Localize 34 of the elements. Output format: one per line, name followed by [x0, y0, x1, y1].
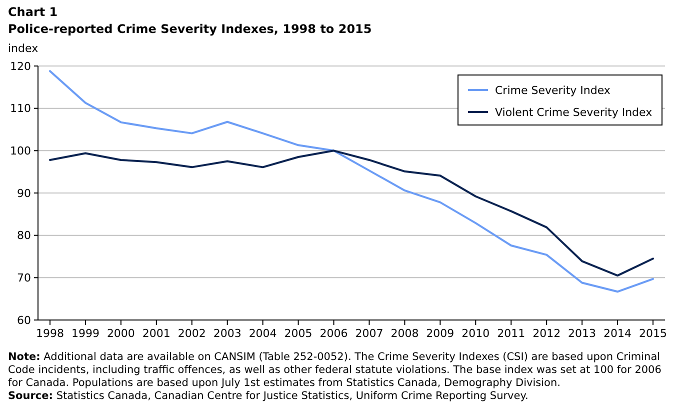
x-tick-label: 2013	[568, 327, 596, 340]
x-tick-label: 2001	[142, 327, 170, 340]
line-series	[49, 150, 654, 277]
y-tick-label: 100	[10, 144, 31, 158]
x-tick-label: 2007	[355, 327, 384, 340]
chart-title: Chart 1	[8, 5, 58, 19]
x-tick-label: 2014	[604, 327, 632, 340]
x-tick-label: 2003	[213, 327, 242, 340]
x-tick-label: 2002	[178, 327, 206, 340]
x-tick-label: 1998	[36, 327, 64, 340]
y-axis-title: index	[8, 42, 39, 55]
text: Note: Additional data are available on CANSIM (Table 252-0052). The Crime Severity Indexes (CSI) are based upon Criminal Code incidents, including traffic offences, as well as other federal statute violations. The base index was set at 100 for 2006 for Canada. Populations are based upon July 1st estimates from Statistics Canada, Demography Division.	[8, 351, 662, 389]
y-tick-label: 120	[10, 60, 31, 73]
x-tick-label: 2009	[426, 327, 454, 340]
y-tick-label: 70	[17, 272, 31, 285]
chart-subtitle: Police-reported Crime Severity Indexes, 1998 to 2015	[8, 22, 372, 36]
y-tick-label: 60	[17, 314, 31, 327]
legend-label: Crime Severity Index	[495, 84, 611, 97]
y-tick-label: 80	[17, 229, 31, 242]
x-tick-label: 2011	[497, 327, 526, 340]
x-tick-label: 2010	[462, 327, 490, 340]
source-note: Source: Statistics Canada, Canadian Centre for Justice Statistics, Uniform Crime Reporting Survey.	[8, 390, 528, 402]
x-tick-label: 2005	[284, 327, 312, 340]
line-series	[49, 70, 654, 293]
y-tick-label: 110	[10, 102, 31, 116]
x-tick-label: 2004	[248, 327, 277, 340]
x-tick-label: 2012	[532, 327, 561, 340]
x-tick-label: 1999	[71, 327, 100, 340]
x-tick-label: 2015	[639, 327, 667, 340]
x-tick-label: 2006	[320, 327, 348, 340]
x-tick-label: 2008	[390, 327, 419, 340]
x-tick-label: 2000	[106, 327, 135, 340]
legend-label: Violent Crime Severity Index	[495, 106, 653, 119]
y-tick-label: 90	[17, 186, 31, 200]
